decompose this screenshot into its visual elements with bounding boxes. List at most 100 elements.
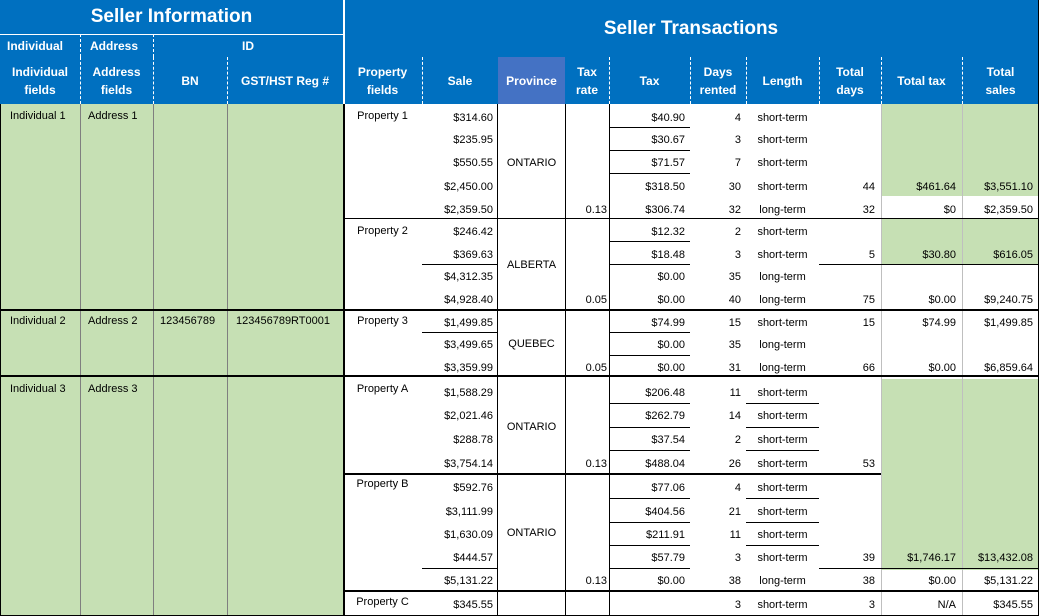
individual-gst: 123456789RT0001 [236, 315, 330, 327]
days-rented-value: 30 [728, 181, 741, 193]
sale-value: $369.63 [453, 249, 493, 261]
days-rented-value: 32 [728, 204, 741, 216]
province-value: ALBERTA [506, 259, 557, 271]
total-sales-value: $1,499.85 [984, 317, 1033, 329]
sale-value: $2,021.46 [444, 410, 493, 422]
sale-value: $592.76 [453, 482, 493, 494]
totals-green-2 [881, 219, 1039, 265]
total-days-value: 75 [862, 294, 875, 306]
sale-value: $345.55 [453, 599, 493, 611]
sale-value: $1,630.09 [444, 529, 493, 541]
sale-value: $1,499.85 [444, 317, 493, 329]
days-rented-value: 11 [729, 529, 741, 541]
col-tax: Tax [609, 57, 690, 104]
individual-bn: 123456789 [160, 315, 216, 327]
province-value: ONTARIO [506, 421, 557, 433]
days-rented-value: 38 [728, 575, 741, 587]
col-property-fields: Property fields [343, 57, 422, 104]
individual-name: Individual 2 [10, 315, 66, 327]
tax-value: $211.91 [646, 529, 685, 541]
total-tax-value: $0.00 [928, 362, 956, 374]
property-name: Property 1 [357, 110, 408, 122]
sale-value: $5,131.22 [444, 575, 493, 587]
property-name: Property A [356, 383, 409, 395]
days-rented-value: 35 [728, 339, 741, 351]
total-sales-value: $13,432.08 [977, 552, 1033, 564]
col-address-fields: Address fields [80, 57, 153, 104]
length-value: short-term [757, 181, 808, 193]
total-days-value: 5 [868, 249, 875, 261]
total-tax-value: $74.99 [922, 317, 956, 329]
length-value: short-term [757, 458, 808, 470]
tax-value: $18.48 [651, 249, 685, 261]
property-name: Property C [356, 596, 409, 608]
total-sales-value: $9,240.75 [984, 294, 1033, 306]
days-rented-value: 4 [734, 482, 741, 494]
length-value: short-term [757, 434, 808, 446]
tax-value: $0.00 [657, 271, 685, 283]
tax-value: $77.06 [651, 482, 685, 494]
sale-value: $246.42 [453, 226, 493, 238]
tax-value: $488.04 [645, 458, 685, 470]
total-days-value: 15 [862, 317, 875, 329]
col-length: Length [746, 57, 819, 104]
days-rented-value: 26 [728, 458, 741, 470]
tax-value: $0.00 [657, 294, 685, 306]
col-tax-rate: Tax rate [565, 57, 609, 104]
tax-value: $12.32 [651, 226, 685, 238]
length-value: short-term [757, 482, 808, 494]
sale-value: $550.55 [453, 157, 493, 169]
sale-value: $3,359.99 [444, 362, 493, 374]
property-name: Property 2 [357, 225, 408, 237]
length-value: short-term [757, 552, 808, 564]
id-label: ID [153, 34, 343, 57]
tax-rate-value: 0.13 [585, 575, 607, 587]
days-rented-value: 40 [728, 294, 741, 306]
col-bn: BN [153, 57, 227, 104]
col-days-rented: Days rented [690, 57, 746, 104]
length-value: short-term [757, 317, 808, 329]
tax-value: $57.79 [651, 552, 685, 564]
total-sales-value: $5,131.22 [984, 575, 1033, 587]
days-rented-value: 11 [729, 387, 741, 399]
length-value: short-term [757, 226, 808, 238]
col-sale: Sale [422, 57, 498, 104]
length-value: long-term [759, 339, 806, 351]
tax-value: $40.90 [651, 112, 685, 124]
length-value: short-term [757, 506, 808, 518]
tax-value: $71.57 [651, 157, 685, 169]
total-tax-value: $461.64 [916, 181, 956, 193]
seller-information-header: Seller Information [0, 0, 343, 34]
days-rented-value: 15 [728, 317, 741, 329]
col-individual-fields: Individual fields [0, 57, 80, 104]
sale-value: $3,111.99 [445, 506, 493, 518]
length-value: long-term [759, 575, 806, 587]
seller-block-3 [0, 376, 343, 616]
seller-block-1 [0, 104, 343, 310]
individual-name: Individual 1 [10, 110, 66, 122]
total-days-value: 39 [862, 552, 875, 564]
tax-rate-value: 0.05 [585, 294, 607, 306]
length-value: long-term [759, 362, 806, 374]
province-value: ONTARIO [506, 157, 557, 169]
tax-value: $0.00 [657, 339, 685, 351]
tax-value: $318.50 [645, 181, 685, 193]
length-value: short-term [757, 157, 808, 169]
days-rented-value: 21 [728, 506, 741, 518]
sale-value: $4,312.35 [444, 271, 493, 283]
seller-transactions-header: Seller Transactions [343, 0, 1039, 57]
sale-value: $3,754.14 [444, 458, 493, 470]
total-days-value: 3 [868, 599, 875, 611]
sale-value: $444.57 [453, 552, 493, 564]
tax-rate-value: 0.13 [585, 458, 607, 470]
total-sales-value: $2,359.50 [984, 204, 1033, 216]
total-tax-value: $0.00 [928, 294, 956, 306]
days-rented-value: 3 [734, 249, 741, 261]
col-gst: GST/HST Reg # [227, 57, 343, 104]
tax-value: $206.48 [645, 387, 685, 399]
length-value: short-term [757, 249, 808, 261]
total-days-value: 38 [862, 575, 875, 587]
property-name: Property 3 [357, 315, 408, 327]
individual-address: Address 2 [88, 315, 138, 327]
tax-value: $0.00 [657, 362, 685, 374]
